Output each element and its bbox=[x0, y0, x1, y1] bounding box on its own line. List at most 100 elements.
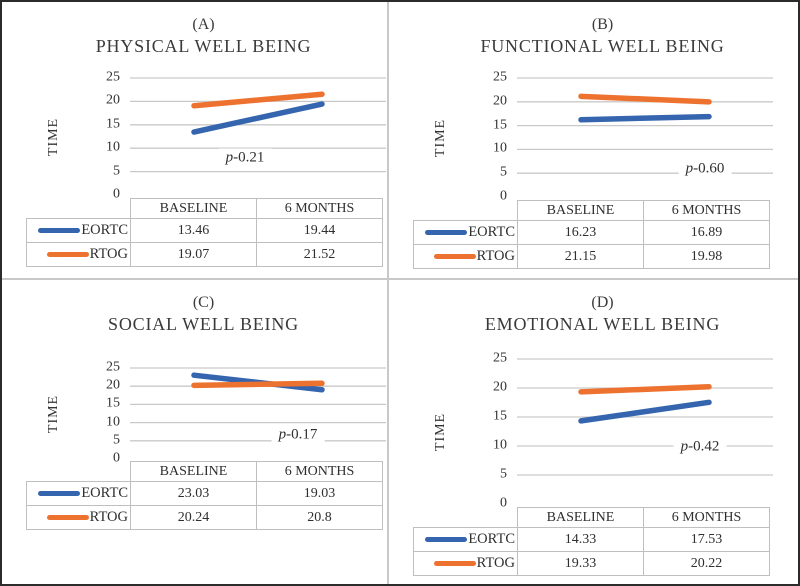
line-chart-plot-area bbox=[130, 367, 386, 442]
data-table: BASELINE 6 MONTHS EORTC 16.23 16.89 RTOG 21.15… bbox=[413, 200, 770, 269]
series-line-swatch-icon bbox=[433, 254, 476, 259]
y-axis-title: TIME bbox=[46, 117, 61, 156]
value-cell: 21.52 bbox=[256, 242, 383, 267]
data-table: BASELINE 6 MONTHS EORTC 13.46 19.44 RTOG 19.07… bbox=[26, 198, 383, 267]
series-line-swatch-icon bbox=[38, 228, 81, 233]
y-tick-label: 0 bbox=[500, 188, 507, 204]
table-header-row: BASELINE 6 MONTHS bbox=[27, 198, 383, 219]
series-name: EORTC bbox=[81, 222, 128, 238]
y-tick-label: 10 bbox=[493, 140, 507, 156]
table-row-rtog: RTOG 21.15 19.98 bbox=[413, 244, 770, 269]
line-chart-plot-area bbox=[517, 358, 773, 476]
table-row-eortc: EORTC 16.23 16.89 bbox=[413, 220, 770, 245]
p-symbol: p bbox=[685, 160, 694, 177]
y-tick-label: 25 bbox=[106, 359, 120, 375]
panel-emotional-well-being: (D) EMOTIONAL WELL BEING TIME 25 20 15 10 5 0… bbox=[389, 280, 798, 584]
value-cell: 19.03 bbox=[256, 481, 383, 506]
legend-cell: RTOG bbox=[26, 242, 131, 267]
column-header: BASELINE bbox=[517, 507, 644, 528]
y-tick-label: 0 bbox=[500, 495, 507, 511]
p-text: -0.17 bbox=[286, 426, 318, 443]
series-name: RTOG bbox=[89, 509, 128, 525]
y-tick-label: 20 bbox=[106, 92, 120, 108]
series-name: EORTC bbox=[468, 531, 515, 547]
y-tick-label: 15 bbox=[493, 408, 507, 424]
series-name: EORTC bbox=[468, 224, 515, 240]
series-line-swatch-icon bbox=[425, 537, 468, 542]
table-corner-blank bbox=[414, 508, 518, 528]
panel-letter: (D) bbox=[591, 294, 614, 311]
series-name: RTOG bbox=[476, 248, 515, 264]
value-cell: 19.07 bbox=[130, 242, 257, 267]
table-row-eortc: EORTC 14.33 17.53 bbox=[413, 527, 770, 552]
chart-title-block: (D) EMOTIONAL WELL BEING bbox=[389, 280, 798, 335]
value-cell: 13.46 bbox=[130, 218, 257, 243]
p-value-annotation: p-0.21 bbox=[218, 148, 272, 168]
panel-letter: (C) bbox=[192, 294, 215, 311]
panel-letter: (A) bbox=[192, 16, 215, 33]
series-line-swatch-icon bbox=[425, 230, 468, 235]
column-header: BASELINE bbox=[130, 461, 257, 482]
y-tick-label: 20 bbox=[493, 379, 507, 395]
series-line-swatch-icon bbox=[38, 491, 81, 496]
legend-cell: RTOG bbox=[26, 505, 131, 530]
column-header: 6 MONTHS bbox=[256, 198, 383, 219]
value-cell: 21.15 bbox=[517, 244, 644, 269]
series-name: EORTC bbox=[81, 485, 128, 501]
legend-cell: EORTC bbox=[413, 527, 518, 552]
value-cell: 20.24 bbox=[130, 505, 257, 530]
y-tick-label: 5 bbox=[500, 466, 507, 482]
y-tick-label: 25 bbox=[493, 69, 507, 85]
table-corner-blank bbox=[27, 199, 131, 219]
panel-functional-well-being: (B) FUNCTIONAL WELL BEING TIME 25 20 15 10 5… bbox=[389, 2, 798, 278]
y-tick-label: 25 bbox=[106, 69, 120, 85]
table-header-row: BASELINE 6 MONTHS bbox=[414, 200, 770, 221]
value-cell: 16.89 bbox=[643, 220, 770, 245]
data-table: BASELINE 6 MONTHS EORTC 14.33 17.53 RTOG 19.33… bbox=[413, 507, 770, 576]
y-axis-title: TIME bbox=[433, 118, 448, 157]
value-cell: 16.23 bbox=[517, 220, 644, 245]
value-cell: 19.33 bbox=[517, 551, 644, 576]
table-header-row: BASELINE 6 MONTHS bbox=[414, 507, 770, 528]
y-tick-label: 15 bbox=[106, 395, 120, 411]
column-header: 6 MONTHS bbox=[256, 461, 383, 482]
y-tick-label: 10 bbox=[493, 437, 507, 453]
legend-cell: EORTC bbox=[26, 218, 131, 243]
table-row-eortc: EORTC 23.03 19.03 bbox=[26, 481, 383, 506]
legend-cell: EORTC bbox=[413, 220, 518, 245]
column-header: BASELINE bbox=[517, 200, 644, 221]
panel-letter: (B) bbox=[591, 16, 614, 33]
p-value-annotation: p-0.42 bbox=[673, 437, 727, 457]
y-tick-label: 10 bbox=[106, 413, 120, 429]
y-tick-label: 5 bbox=[113, 162, 120, 178]
y-tick-label: 0 bbox=[113, 186, 120, 202]
value-cell: 19.98 bbox=[643, 244, 770, 269]
p-text: -0.42 bbox=[688, 438, 720, 455]
y-tick-label: 20 bbox=[493, 93, 507, 109]
table-row-rtog: RTOG 20.24 20.8 bbox=[26, 505, 383, 530]
p-symbol: p bbox=[680, 438, 689, 455]
value-cell: 19.44 bbox=[256, 218, 383, 243]
chart-title-block: (C) SOCIAL WELL BEING bbox=[2, 280, 387, 335]
chart-title-block: (A) PHYSICAL WELL BEING bbox=[2, 2, 387, 57]
y-tick-label: 25 bbox=[493, 350, 507, 366]
p-text: -0.21 bbox=[233, 149, 265, 166]
y-tick-label: 15 bbox=[106, 116, 120, 132]
y-axis-title: TIME bbox=[433, 412, 448, 451]
panel-social-well-being: (C) SOCIAL WELL BEING TIME 25 20 15 10 5 0 p-0… bbox=[2, 280, 387, 584]
value-cell: 14.33 bbox=[517, 527, 644, 552]
table-corner-blank bbox=[27, 462, 131, 482]
data-table: BASELINE 6 MONTHS EORTC 23.03 19.03 RTOG 20.24… bbox=[26, 461, 383, 530]
chart-title: FUNCTIONAL WELL BEING bbox=[480, 36, 725, 56]
chart-title: PHYSICAL WELL BEING bbox=[95, 36, 312, 56]
y-tick-label: 15 bbox=[493, 116, 507, 132]
table-header-row: BASELINE 6 MONTHS bbox=[27, 461, 383, 482]
column-header: 6 MONTHS bbox=[643, 200, 770, 221]
column-header: 6 MONTHS bbox=[643, 507, 770, 528]
value-cell: 20.22 bbox=[643, 551, 770, 576]
y-tick-label: 0 bbox=[113, 450, 120, 466]
value-cell: 23.03 bbox=[130, 481, 257, 506]
y-axis-title: TIME bbox=[46, 394, 61, 433]
